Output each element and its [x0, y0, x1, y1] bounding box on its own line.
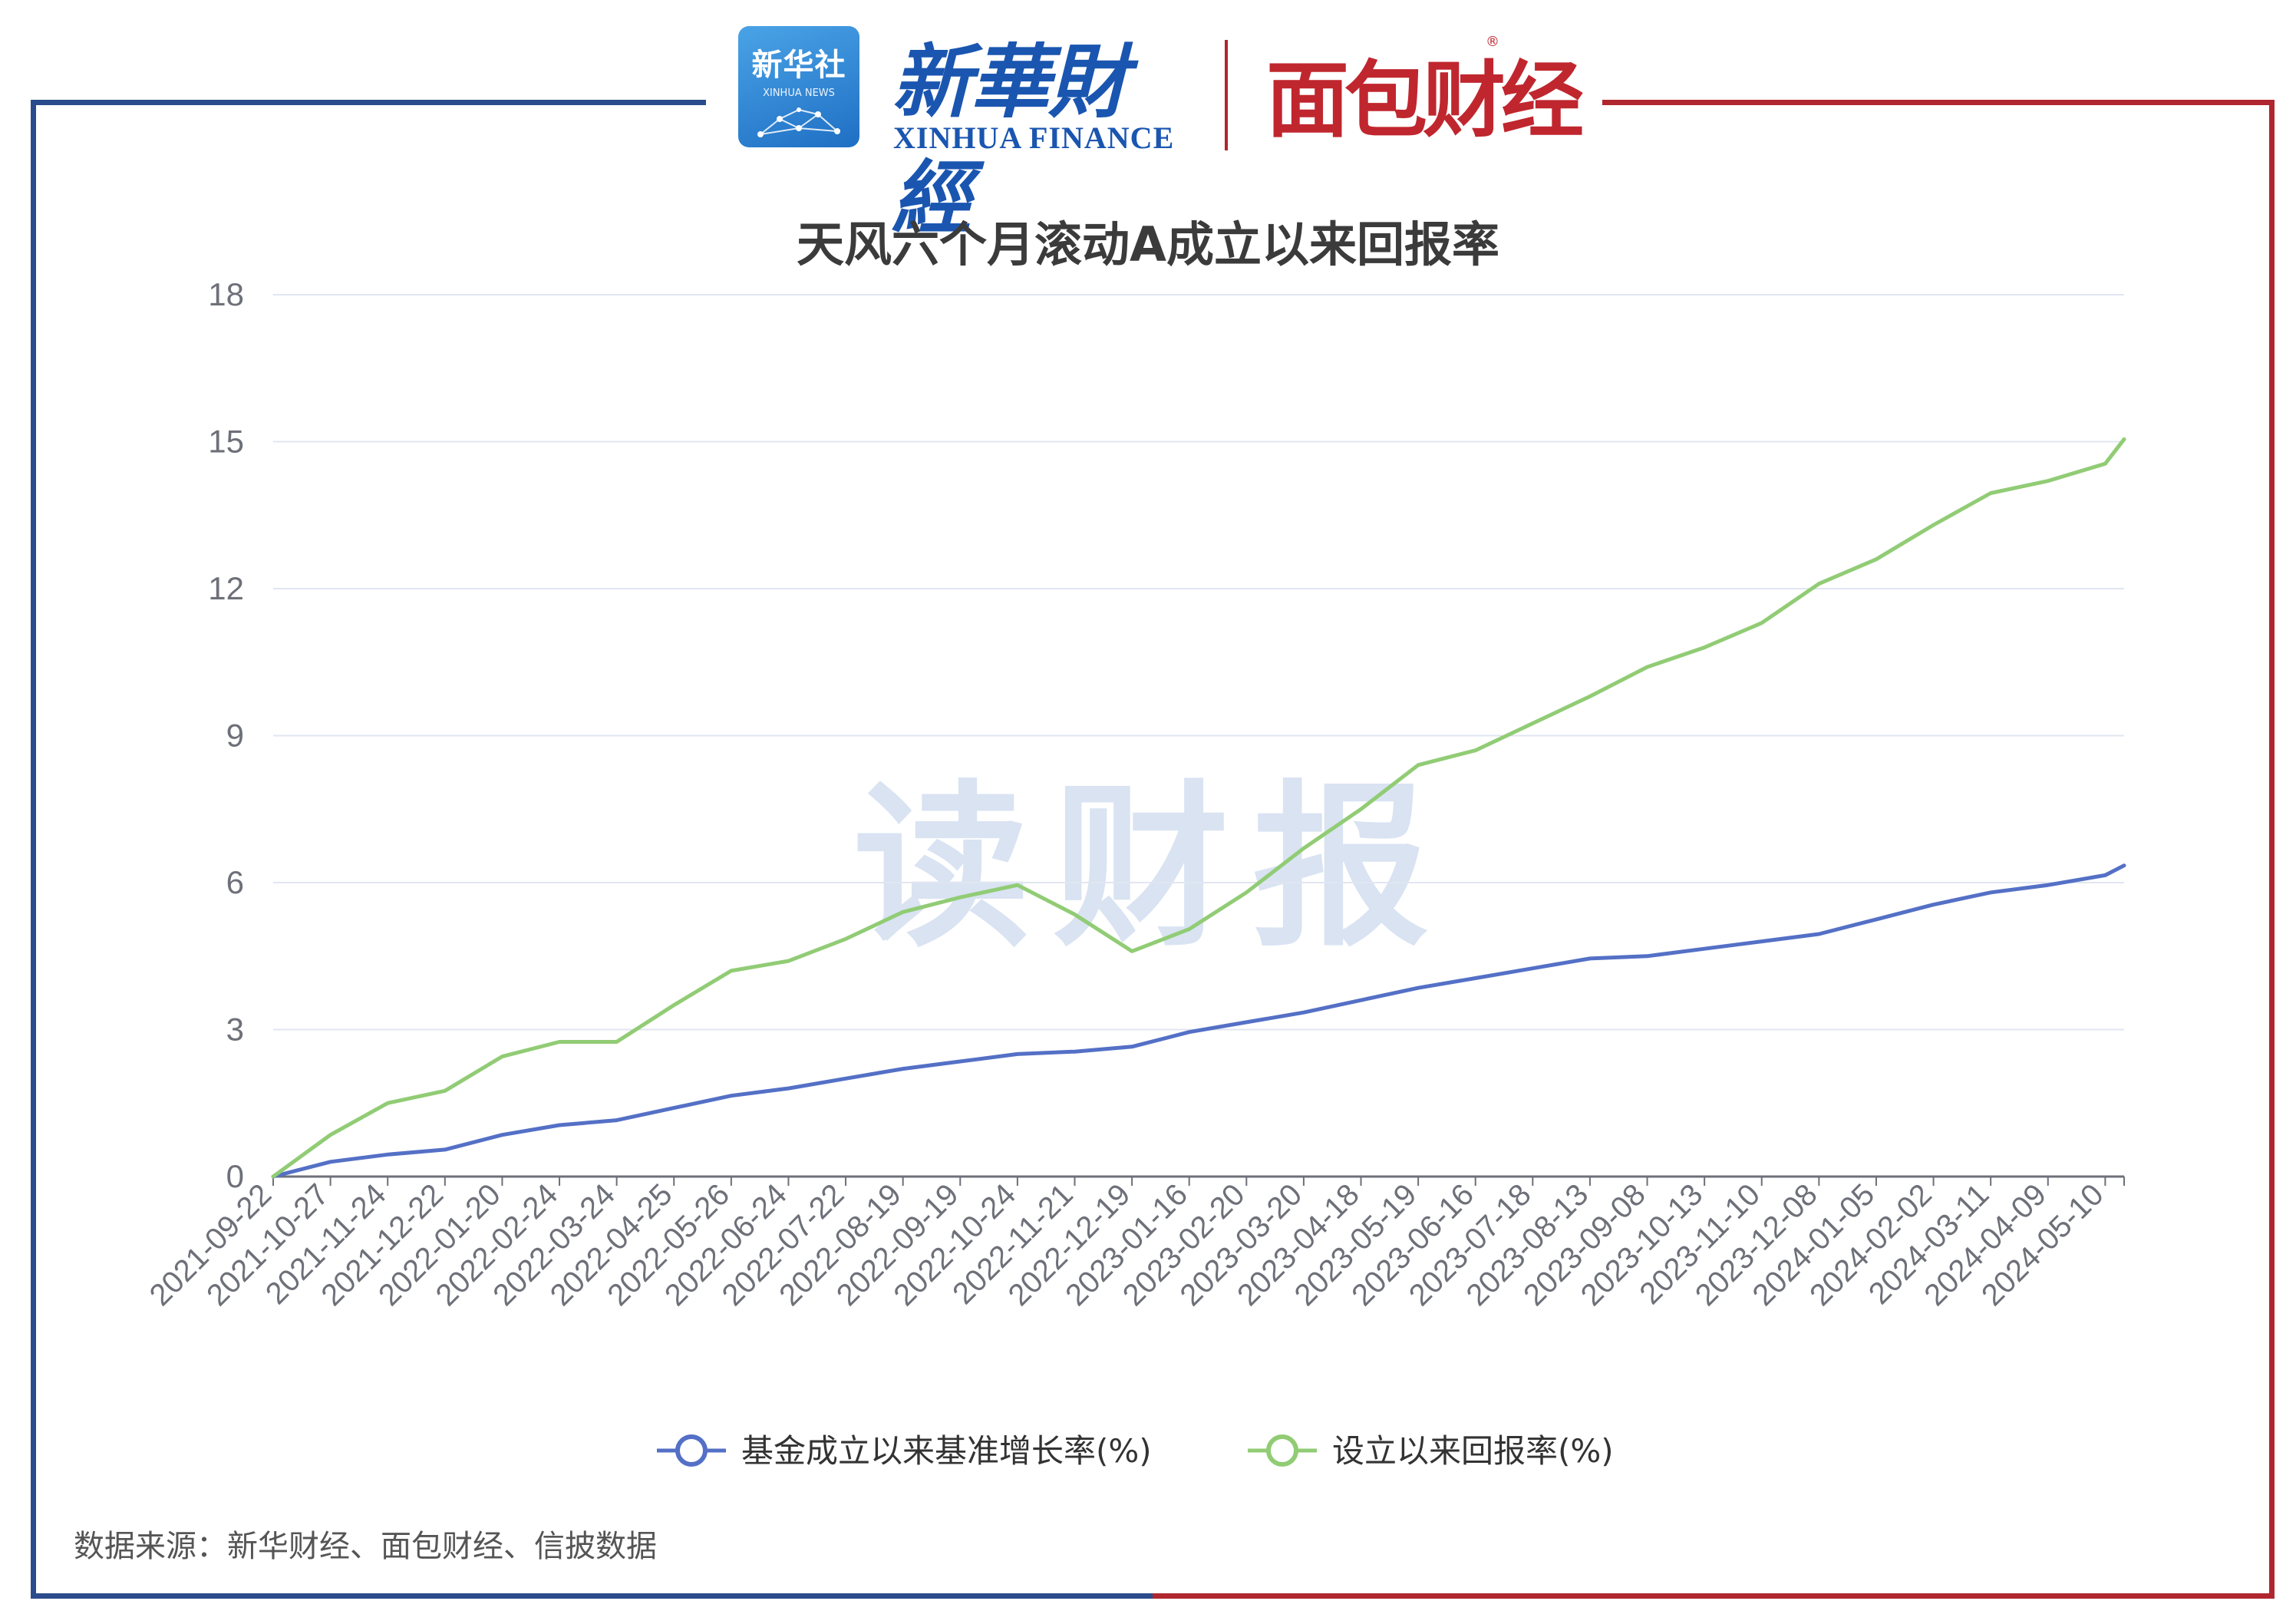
logo-divider	[1225, 40, 1228, 150]
mianbao-finance-logo: 面包财经	[1266, 53, 1584, 149]
watermark-text: 读财报	[853, 766, 1452, 971]
y-tick-label: 18	[208, 276, 244, 312]
xinhua-finance-logo-en: XINHUA FINANCE	[893, 120, 1175, 155]
xinhua-news-logo-en: XINHUA NEWS	[763, 87, 835, 99]
legend-item-benchmark-marker	[675, 1434, 708, 1467]
frame-bottom-bar	[31, 1593, 2275, 1599]
xinhua-news-logo: 新华社 XINHUA NEWS	[738, 26, 859, 147]
y-tick-label: 0	[226, 1158, 244, 1194]
series-line-benchmark	[271, 863, 2126, 1179]
series-line-return	[271, 437, 2126, 1179]
xinhua-news-logo-cn: 新华社	[751, 48, 846, 83]
y-tick-label: 3	[226, 1012, 244, 1048]
y-tick-label: 15	[208, 424, 244, 460]
data-source-note: 数据来源：新华财经、面包财经、信披数据	[74, 1529, 657, 1564]
xinhua-finance-logo-cn: 新華財經	[892, 35, 1128, 245]
legend-item-return-label: 设立以来回报率(%)	[1332, 1432, 1614, 1470]
chart-title: 天风六个月滚动A成立以来回报率	[797, 216, 1499, 272]
xinhua-finance-logo: 新華財經 XINHUA FINANCE	[890, 15, 1182, 245]
legend-item-benchmark-label: 基金成立以来基准增长率(%)	[741, 1432, 1152, 1470]
network-globe-icon	[757, 107, 840, 137]
registered-mark: ®	[1486, 34, 1499, 50]
frame-top-right-bar	[1602, 100, 2275, 105]
y-tick-label: 6	[226, 864, 244, 900]
y-tick-label: 9	[226, 718, 244, 754]
frame-right-bar	[2269, 100, 2275, 1599]
legend-item-return-marker	[1266, 1434, 1298, 1467]
frame-top-left-bar	[31, 100, 706, 105]
frame-left-bar	[31, 100, 36, 1599]
y-tick-label: 12	[208, 570, 244, 606]
